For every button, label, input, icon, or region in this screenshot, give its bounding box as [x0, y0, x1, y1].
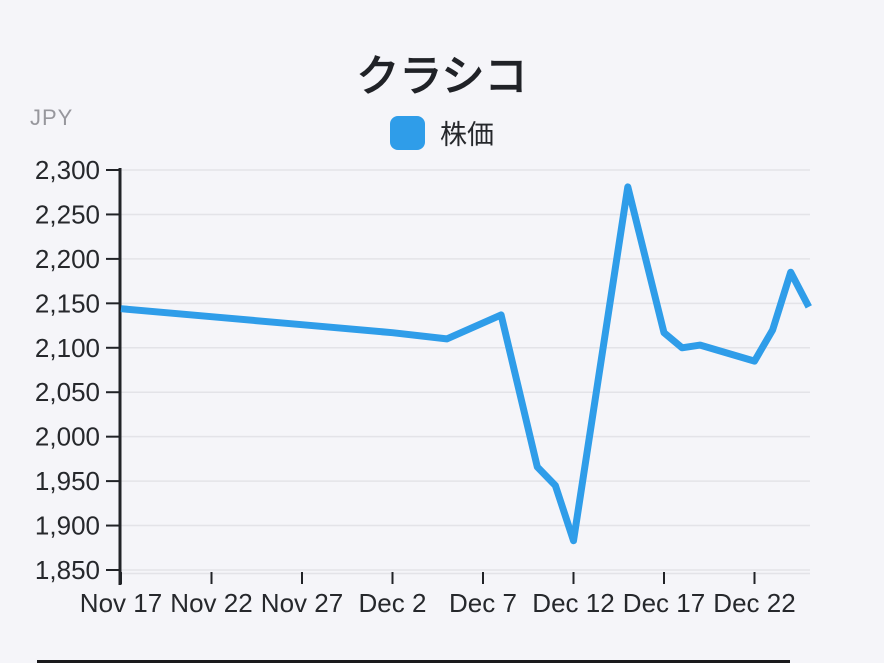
stock-price-line [120, 183, 812, 545]
y-tick-label: 2,150 [35, 288, 100, 318]
legend-item-stock-price[interactable]: 株価 [390, 113, 494, 152]
y-tick-label: 2,200 [35, 244, 100, 274]
x-tick-label: Dec 17 [623, 588, 705, 618]
bottom-edge-bar [37, 660, 790, 663]
y-tick-label: 1,850 [35, 555, 100, 585]
y-tick-label: 1,950 [35, 466, 100, 496]
y-axis-unit-label: JPY [30, 105, 74, 130]
x-tick-label: Dec 2 [359, 588, 427, 618]
x-tick-label: Nov 17 [80, 588, 162, 618]
legend: 株価 [0, 113, 884, 152]
y-tick-label: 1,900 [35, 511, 100, 541]
legend-swatch-icon [390, 115, 425, 150]
x-tick-label: Dec 22 [713, 588, 795, 618]
y-tick-label: 2,250 [35, 199, 100, 229]
chart-title: クラシコ [356, 53, 528, 101]
x-tick-label: Dec 12 [532, 588, 614, 618]
legend-label: 株価 [440, 120, 494, 150]
y-tick-label: 2,050 [35, 377, 100, 407]
x-tick-label: Nov 22 [170, 588, 252, 618]
x-tick-label: Nov 27 [261, 588, 343, 618]
y-tick-label: 2,300 [35, 155, 100, 185]
y-tick-label: 2,000 [35, 422, 100, 452]
x-tick-label: Dec 7 [449, 588, 517, 618]
y-tick-label: 2,100 [35, 333, 100, 363]
